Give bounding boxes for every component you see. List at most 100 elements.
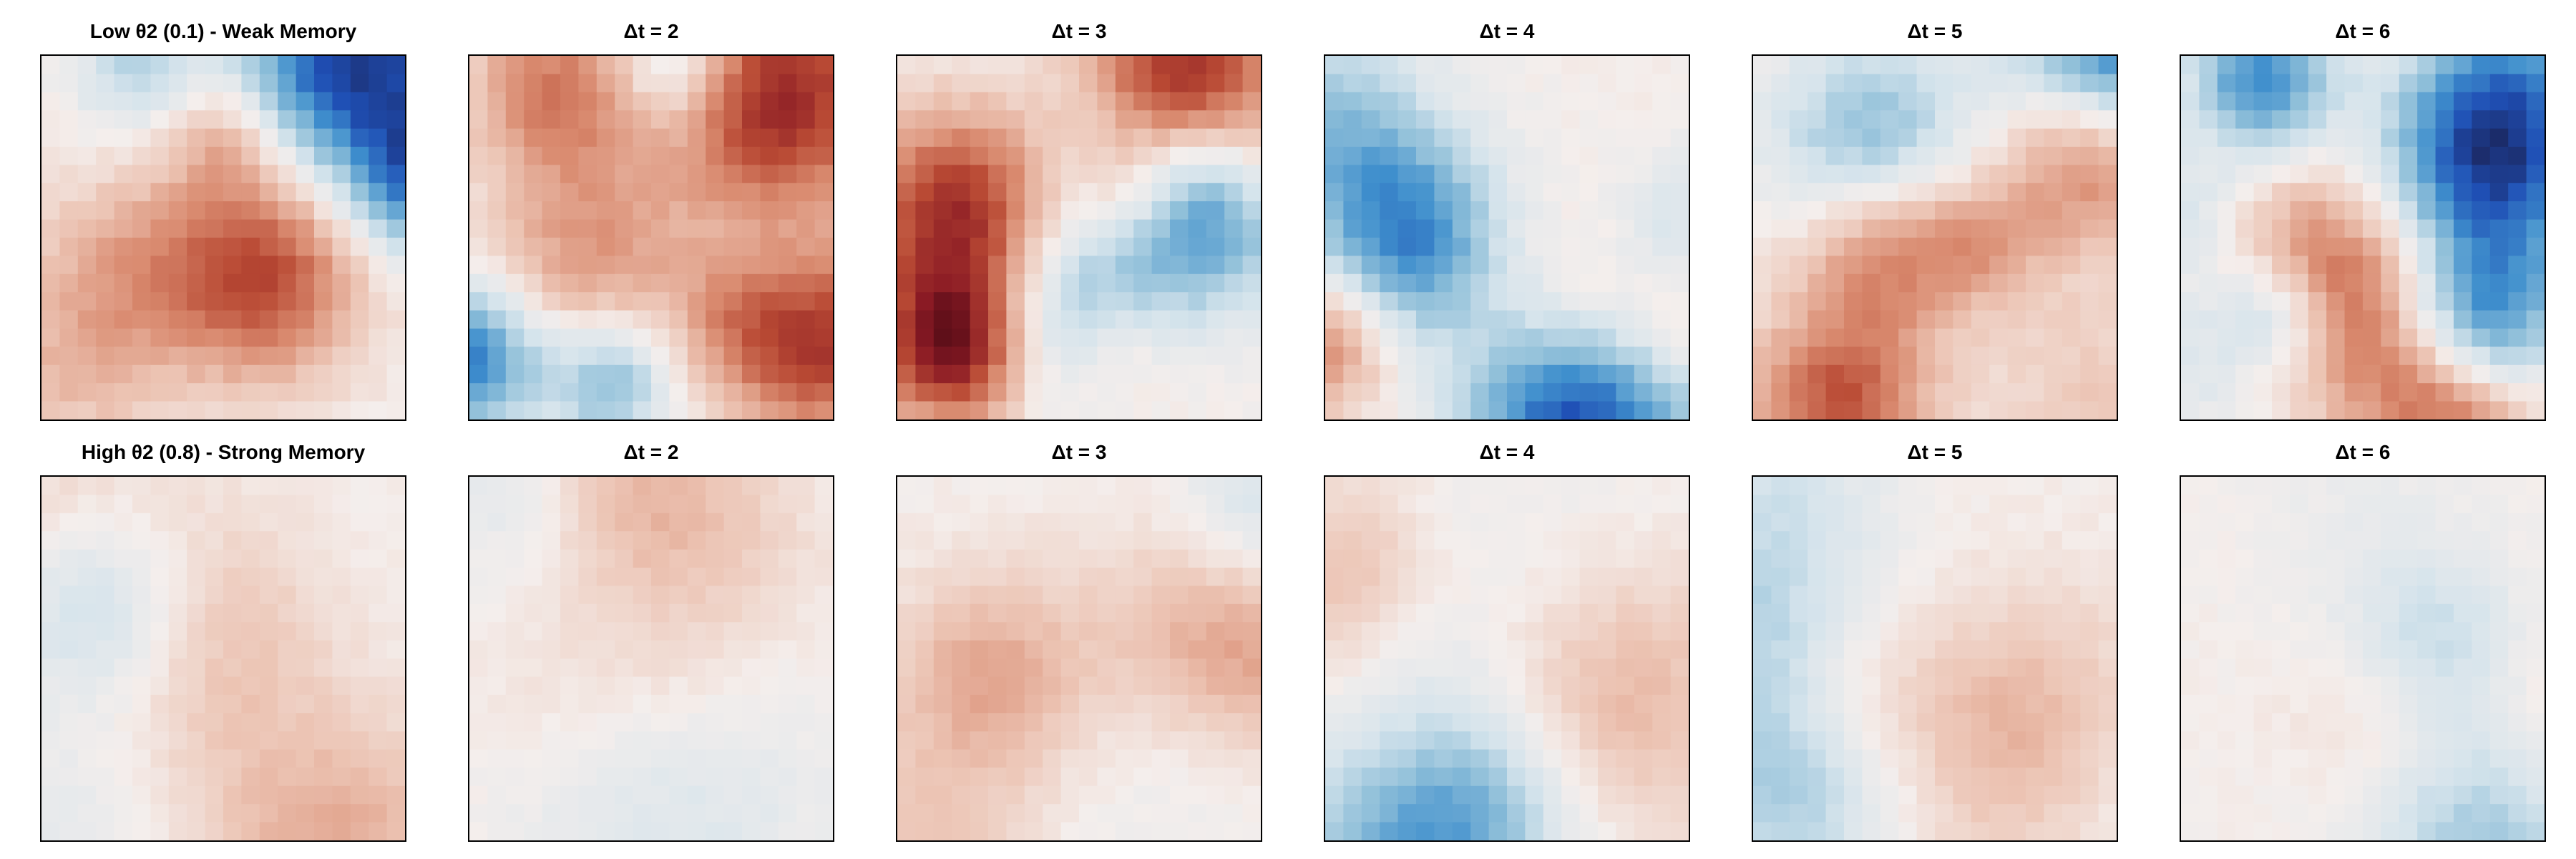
heatmap-cell	[1343, 731, 1362, 750]
heatmap-frame	[2180, 475, 2546, 842]
heatmap-cell	[469, 549, 488, 568]
heatmap-cell	[1862, 292, 1881, 311]
heatmap-cell	[1170, 568, 1189, 586]
heatmap-cell	[2217, 477, 2236, 495]
heatmap-cell	[1361, 329, 1380, 347]
heatmap-cell	[742, 749, 761, 768]
heatmap-cell	[1825, 640, 1845, 659]
heatmap-cell	[1188, 346, 1207, 366]
heatmap-cell	[2217, 56, 2236, 74]
heatmap-cell	[1634, 128, 1653, 147]
panel-title: Δt = 4	[1479, 20, 1535, 42]
heatmap-cell	[1097, 310, 1116, 329]
heatmap-cell	[487, 256, 507, 275]
heatmap-cell	[1397, 549, 1417, 568]
heatmap-cell	[2489, 586, 2509, 605]
heatmap-cell	[915, 477, 935, 495]
heatmap-cell	[1971, 676, 1990, 696]
heatmap-cell	[1652, 346, 1672, 366]
heatmap-cell	[1206, 622, 1225, 641]
heatmap-cell	[1206, 128, 1225, 147]
heatmap-cell	[1043, 731, 1062, 750]
heatmap-cell	[1133, 183, 1153, 202]
heatmap-cell	[1224, 694, 1244, 714]
heatmap-cell	[1807, 586, 1827, 605]
heatmap-cell	[1935, 273, 1953, 293]
heatmap-cell	[897, 495, 916, 514]
heatmap-cell	[187, 531, 206, 550]
heatmap-cell	[723, 401, 743, 419]
heatmap	[469, 56, 833, 419]
heatmap-cell	[132, 731, 151, 750]
heatmap-cell	[2399, 513, 2418, 532]
heatmap-cell	[1242, 477, 1261, 495]
heatmap-cell	[2363, 659, 2381, 677]
heatmap-cell	[1753, 713, 1772, 732]
heatmap-cell	[1224, 513, 1244, 532]
heatmap-cell	[1188, 128, 1207, 147]
heatmap-cell	[2472, 640, 2491, 659]
heatmap-cell	[1325, 346, 1344, 366]
heatmap-cell	[1060, 165, 1080, 184]
heatmap-frame	[896, 54, 1262, 421]
heatmap-cell	[1060, 713, 1080, 732]
heatmap-cell	[2381, 495, 2400, 514]
heatmap-cell	[1470, 531, 1490, 550]
heatmap-cell	[2062, 401, 2081, 419]
heatmap-cell	[1971, 329, 1990, 347]
heatmap-cell	[187, 383, 206, 402]
heatmap-cell	[651, 531, 670, 550]
heatmap-cell	[1452, 549, 1471, 568]
heatmap-cell	[1753, 495, 1772, 514]
heatmap-cell	[2026, 183, 2044, 202]
heatmap-cell	[205, 804, 224, 823]
heatmap-cell	[469, 92, 488, 111]
heatmap-cell	[687, 74, 706, 93]
heatmap-cell	[1115, 477, 1134, 495]
heatmap-cell	[706, 219, 725, 238]
heatmap-cell	[1862, 622, 1881, 641]
heatmap-cell	[1242, 586, 1261, 605]
heatmap-cell	[1880, 531, 1899, 550]
heatmap-cell	[296, 731, 315, 750]
heatmap-cell	[2399, 128, 2418, 147]
heatmap-cell	[1616, 749, 1635, 768]
heatmap-cell	[168, 749, 187, 768]
heatmap-cell	[1206, 110, 1225, 130]
heatmap-cell	[1242, 56, 1261, 74]
heatmap-cell	[1188, 804, 1207, 823]
heatmap-cell	[2308, 364, 2327, 384]
heatmap-cell	[1133, 147, 1153, 165]
heatmap-cell	[2098, 676, 2117, 696]
heatmap-cell	[2290, 804, 2309, 823]
heatmap-cell	[760, 401, 779, 419]
heatmap-cell	[132, 676, 151, 696]
heatmap-cell	[1206, 603, 1225, 623]
heatmap-cell	[2044, 622, 2063, 641]
heatmap-cell	[1060, 640, 1080, 659]
heatmap-cell	[723, 586, 743, 605]
heatmap-cell	[1079, 310, 1098, 329]
heatmap-cell	[1953, 256, 1972, 275]
heatmap-cell	[1380, 749, 1399, 768]
heatmap-cell	[1097, 92, 1116, 111]
heatmap-cell	[742, 201, 761, 220]
heatmap-cell	[2026, 364, 2044, 384]
heatmap-cell	[2435, 477, 2454, 495]
heatmap-cell	[933, 92, 952, 111]
heatmap-cell	[560, 292, 579, 311]
heatmap-cell	[2217, 165, 2236, 184]
heatmap-cell	[988, 749, 1007, 768]
heatmap-cell	[2344, 364, 2363, 384]
heatmap-cell	[1488, 401, 1508, 419]
heatmap-cell	[1543, 549, 1562, 568]
heatmap-cell	[1652, 713, 1672, 732]
heatmap-cell	[1862, 364, 1881, 384]
heatmap-cell	[560, 568, 579, 586]
heatmap-cell	[2381, 586, 2400, 605]
heatmap-cell	[1525, 183, 1544, 202]
heatmap-cell	[1006, 659, 1025, 677]
heatmap-cell	[96, 165, 115, 184]
heatmap-cell	[2080, 147, 2099, 165]
heatmap-cell	[369, 767, 388, 787]
